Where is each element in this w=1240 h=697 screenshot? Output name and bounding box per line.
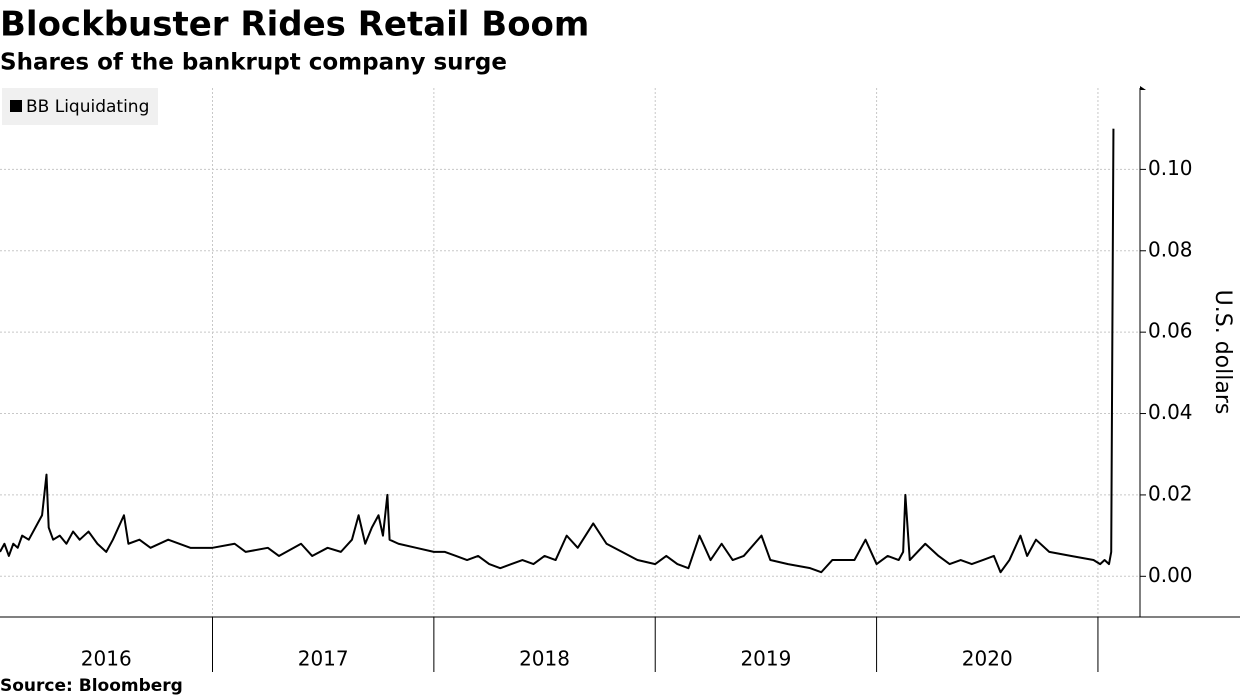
x-tick-label: 2017	[298, 647, 349, 671]
x-tick-label: 2019	[740, 647, 791, 671]
line-series	[0, 128, 1115, 574]
chart-subtitle: Shares of the bankrupt company surge	[0, 50, 507, 76]
legend-box	[2, 88, 158, 125]
y-tick-label: 0.08	[1148, 237, 1193, 261]
x-tick-label: 2016	[81, 647, 132, 671]
x-tick-label: 2020	[962, 647, 1013, 671]
y-tick-label: 0.04	[1148, 400, 1193, 424]
y-tick-label: 0.02	[1148, 481, 1193, 505]
legend-label: BB Liquidating	[26, 97, 149, 117]
y-tick-label: 0.10	[1148, 156, 1193, 180]
chart-title: Blockbuster Rides Retail Boom	[0, 5, 589, 45]
y-tick-label: 0.06	[1148, 319, 1193, 343]
y-axis-label: U.S. dollars	[1210, 290, 1235, 415]
y-axis-arrow	[1140, 86, 1146, 90]
legend-swatch	[10, 100, 22, 112]
y-tick-label: 0.00	[1148, 563, 1193, 587]
source: Source: Bloomberg	[0, 676, 183, 696]
x-tick-label: 2018	[519, 647, 570, 671]
